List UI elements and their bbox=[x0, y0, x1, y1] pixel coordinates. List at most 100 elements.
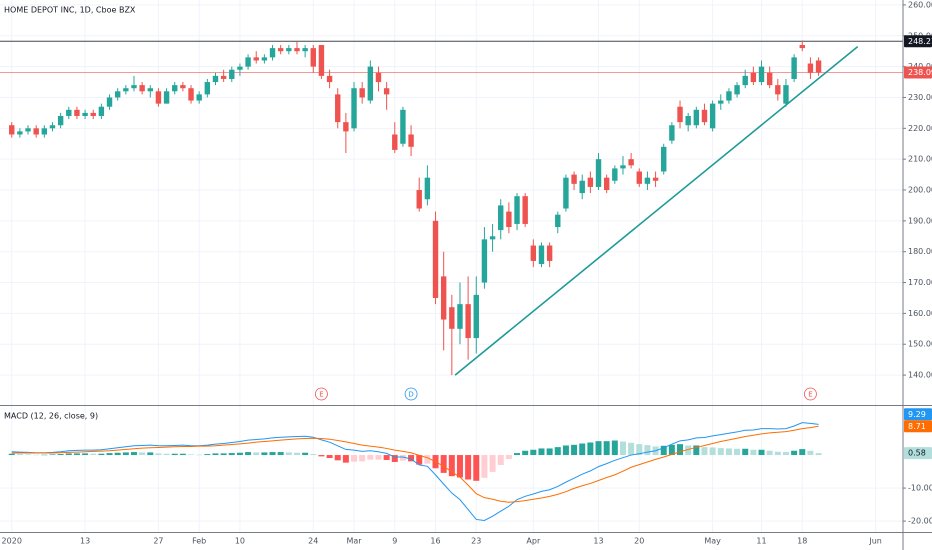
candle-body bbox=[66, 109, 72, 116]
candle-body bbox=[709, 103, 716, 129]
candle-body bbox=[799, 45, 805, 49]
histogram-bar bbox=[155, 453, 162, 456]
histogram-bar bbox=[709, 447, 716, 456]
histogram-bar bbox=[147, 452, 154, 456]
histogram-bar bbox=[351, 455, 358, 462]
histogram-bar bbox=[16, 454, 23, 456]
candle-body bbox=[620, 165, 626, 169]
candle-body bbox=[677, 106, 683, 123]
candle-body bbox=[644, 177, 651, 184]
histogram-bar bbox=[530, 449, 537, 456]
candle-body bbox=[555, 214, 561, 228]
candle-body bbox=[343, 122, 349, 132]
hline-label: 248.21 bbox=[908, 37, 932, 46]
histogram-bar bbox=[750, 449, 757, 456]
candle-body bbox=[229, 69, 235, 79]
candle-body bbox=[351, 88, 357, 129]
y-tick-label: 220.00 bbox=[908, 124, 932, 133]
y-tick-label: 260.00 bbox=[908, 0, 932, 9]
y-tick-label: 150.00 bbox=[908, 340, 932, 349]
histogram-bar bbox=[473, 455, 480, 481]
histogram-bar bbox=[554, 447, 561, 456]
candle-body bbox=[17, 131, 23, 135]
candle-body bbox=[750, 72, 757, 83]
histogram-bar bbox=[603, 441, 610, 456]
candle-body bbox=[147, 88, 153, 92]
candle-body bbox=[612, 168, 618, 181]
candle-body bbox=[726, 91, 732, 101]
histogram-bar bbox=[220, 453, 227, 456]
histogram-bar bbox=[367, 455, 374, 460]
histogram-bar bbox=[65, 453, 72, 456]
candle-body bbox=[489, 236, 496, 240]
macd-label-box bbox=[904, 408, 932, 421]
histogram-bar bbox=[277, 452, 284, 456]
x-tick-label: 2020 bbox=[2, 537, 22, 546]
x-tick-label: 23 bbox=[471, 537, 481, 546]
candle-body bbox=[775, 85, 781, 95]
candle-body bbox=[791, 57, 797, 79]
candle-body bbox=[375, 72, 382, 83]
candle-body bbox=[563, 177, 569, 209]
candle-body bbox=[766, 72, 773, 86]
y-tick-label: 190.00 bbox=[908, 216, 932, 225]
candle-body bbox=[204, 82, 211, 95]
candle-body bbox=[286, 48, 292, 52]
histogram-bar bbox=[456, 455, 463, 478]
histogram-bar bbox=[465, 455, 472, 480]
x-tick-label: May bbox=[704, 537, 721, 546]
hline-label-box bbox=[904, 35, 932, 48]
candle-body bbox=[326, 75, 333, 83]
y-tick-label: 200.00 bbox=[908, 186, 932, 195]
candle-body bbox=[669, 125, 675, 141]
histogram-bar bbox=[318, 455, 325, 457]
event-label: D bbox=[408, 391, 413, 399]
chart-title: HOME DEPOT INC, 1D, Cboe BZX bbox=[4, 6, 136, 15]
candle-body bbox=[131, 85, 137, 89]
candle-body bbox=[237, 66, 243, 70]
candle-body bbox=[123, 88, 129, 92]
histogram-bar bbox=[497, 455, 504, 465]
candle-body bbox=[815, 60, 822, 73]
histogram-bar bbox=[261, 452, 268, 456]
candle-body bbox=[416, 190, 422, 209]
histogram-bar bbox=[742, 448, 749, 456]
histogram-bar bbox=[514, 453, 521, 456]
histogram-bar bbox=[668, 444, 675, 456]
candle-body bbox=[310, 48, 316, 67]
x-tick-label: Mar bbox=[346, 537, 362, 546]
histogram-bar bbox=[236, 452, 243, 456]
candle-body bbox=[636, 171, 642, 184]
candle-body bbox=[530, 245, 537, 261]
histogram-bar bbox=[25, 454, 32, 456]
histogram-bar bbox=[204, 454, 211, 456]
candle-body bbox=[546, 245, 553, 261]
histogram-bar bbox=[660, 445, 667, 456]
event-label: E bbox=[808, 391, 812, 399]
histogram-bar bbox=[245, 452, 252, 456]
candle-body bbox=[82, 112, 88, 116]
x-tick-label: 13 bbox=[80, 537, 90, 546]
histogram-bar bbox=[505, 455, 512, 460]
event-marker bbox=[804, 387, 817, 401]
histogram-bar bbox=[799, 449, 806, 456]
candle-body bbox=[603, 177, 610, 191]
candle-body bbox=[514, 196, 520, 224]
candle-body bbox=[33, 128, 39, 135]
last-price-label: 238.09 bbox=[908, 68, 932, 77]
candle-body bbox=[652, 177, 659, 181]
histogram-bar bbox=[416, 455, 423, 465]
histogram-bar bbox=[611, 440, 618, 456]
histogram-bar bbox=[90, 453, 97, 456]
histogram-bar bbox=[685, 445, 692, 456]
candle-body bbox=[432, 220, 439, 298]
x-tick-label: 18 bbox=[797, 537, 807, 546]
candle-body bbox=[408, 134, 414, 147]
histogram-bar bbox=[636, 444, 643, 456]
candle-body bbox=[212, 75, 219, 83]
x-tick-label: 27 bbox=[153, 537, 163, 546]
histogram-bar bbox=[481, 455, 488, 478]
histogram-bar bbox=[196, 454, 203, 456]
histogram-bar bbox=[375, 455, 382, 460]
